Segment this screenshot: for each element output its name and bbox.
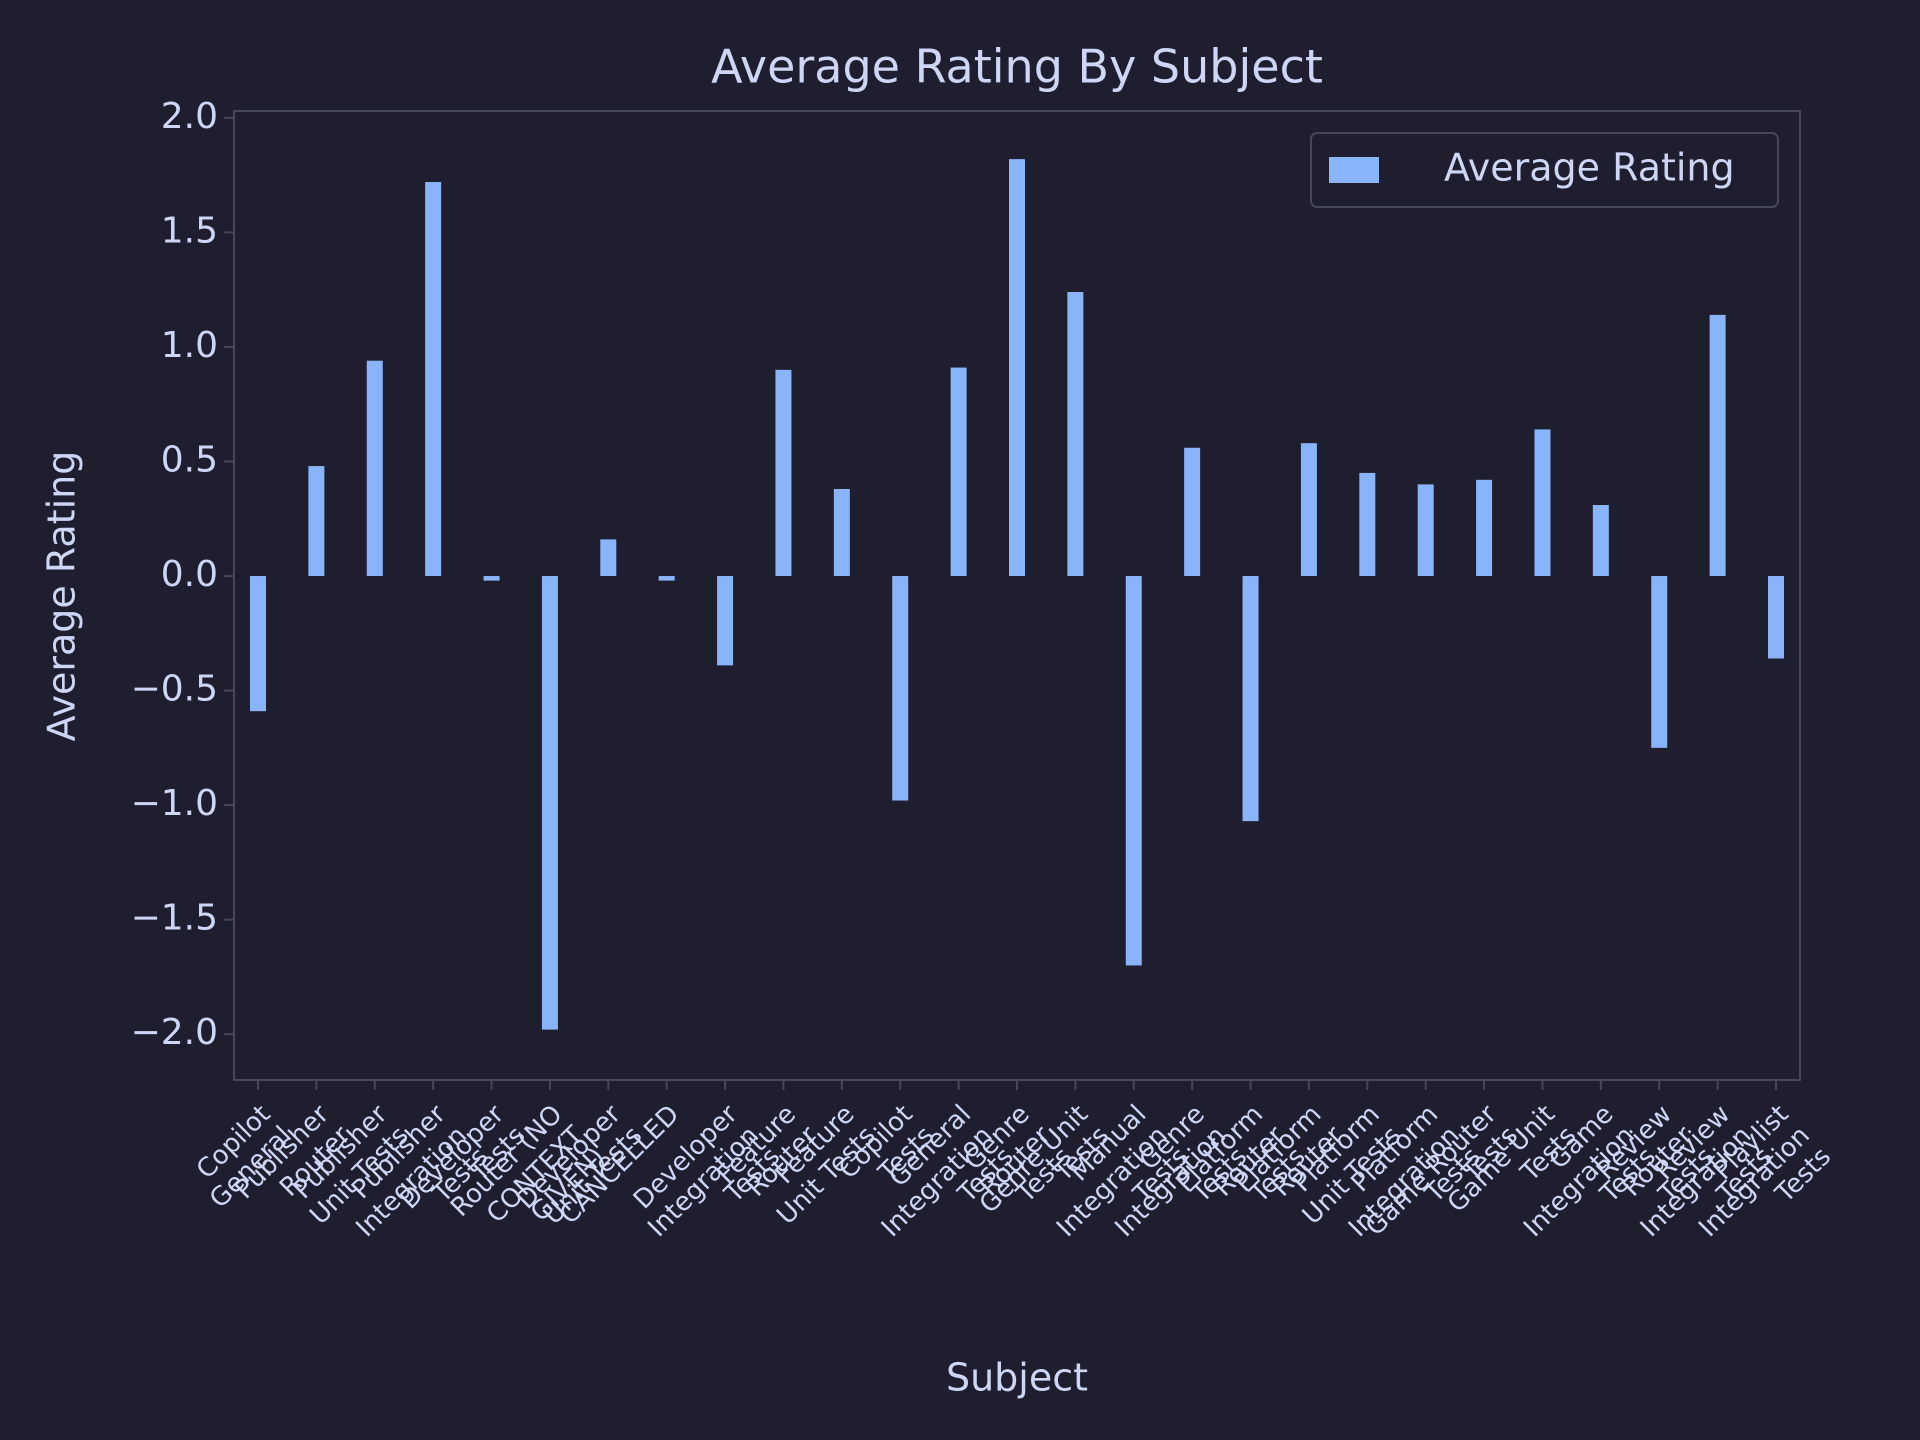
- bar: [1300, 443, 1317, 577]
- bar: [250, 576, 266, 712]
- bar: [892, 576, 909, 801]
- bar: [1534, 429, 1551, 577]
- y-tick-label: −1.5: [131, 898, 218, 939]
- bar: [366, 360, 383, 577]
- y-tick-label: 0.0: [161, 554, 218, 595]
- bar: [483, 576, 500, 581]
- y-tick-label: 2.0: [161, 96, 218, 137]
- y-tick-label: 1.5: [161, 210, 218, 251]
- legend-label: Average Rating: [1444, 146, 1735, 190]
- y-tick-label: −2.0: [131, 1012, 218, 1053]
- bar: [950, 367, 967, 577]
- y-tick-label: −1.0: [131, 783, 218, 824]
- bar: [1417, 484, 1434, 577]
- bar: [1242, 576, 1259, 822]
- bar: [1768, 576, 1784, 659]
- legend-box: [1310, 132, 1779, 208]
- bar: [541, 576, 558, 1030]
- bar: [658, 576, 675, 581]
- bar: [717, 576, 734, 666]
- bar: [1009, 159, 1025, 577]
- legend-swatch: [1329, 157, 1379, 183]
- bar: [600, 539, 617, 577]
- y-tick-label: 1.0: [161, 325, 218, 366]
- bar: [1651, 576, 1668, 748]
- bar: [1592, 505, 1609, 577]
- y-axis-label: Average Rating: [40, 451, 84, 742]
- bar: [1125, 576, 1142, 966]
- bar: [1476, 479, 1493, 577]
- bar: [425, 182, 442, 577]
- x-tick-label: FeatureRouter: [711, 1099, 823, 1211]
- y-tick-label: −0.5: [131, 669, 218, 710]
- bar: [833, 488, 850, 577]
- chart-title: Average Rating By Subject: [711, 40, 1323, 94]
- bar: [1067, 291, 1084, 577]
- bar: [1184, 447, 1201, 577]
- bar: [775, 369, 792, 577]
- y-tick-label: 0.5: [161, 439, 218, 480]
- bar: [1359, 472, 1376, 577]
- x-axis-label: Subject: [946, 1356, 1088, 1400]
- bar: [1709, 314, 1726, 577]
- bar: [308, 466, 325, 577]
